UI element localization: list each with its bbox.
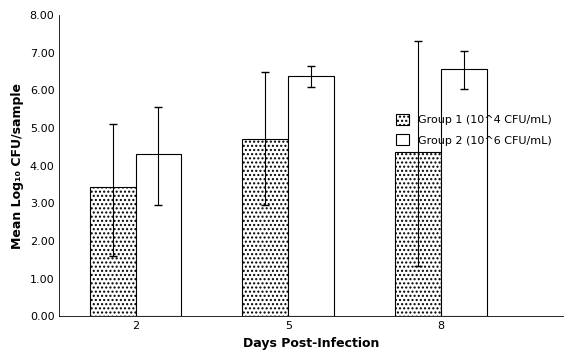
Bar	[90, 187, 135, 317]
Bar	[395, 152, 441, 317]
Bar	[288, 76, 334, 317]
Legend: Group 1 (10^4 CFU/mL), Group 2 (10^6 CFU/mL): Group 1 (10^4 CFU/mL), Group 2 (10^6 CFU…	[390, 108, 557, 151]
Y-axis label: Mean Log₁₀ CFU/sample: Mean Log₁₀ CFU/sample	[11, 83, 24, 249]
Bar	[135, 155, 181, 317]
Bar	[441, 69, 487, 317]
Bar	[242, 139, 288, 317]
X-axis label: Days Post-Infection: Days Post-Infection	[243, 337, 379, 350]
